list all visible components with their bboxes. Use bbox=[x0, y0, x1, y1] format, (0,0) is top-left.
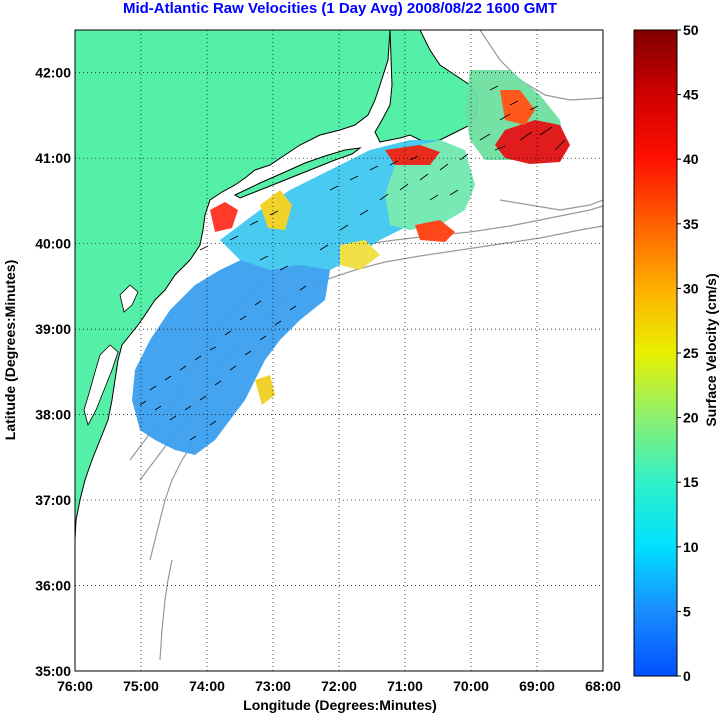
velocity-hotspot-ne2 bbox=[500, 90, 535, 125]
lon-tick-label: 76:00 bbox=[57, 678, 93, 694]
colorbar-tick-label: 10 bbox=[683, 539, 699, 555]
colorbar-tick-label: 50 bbox=[683, 22, 699, 38]
lat-tick-label: 42:00 bbox=[35, 65, 71, 81]
colorbar: 0 5 10 15 20 25 30 35 40 45 50 Surface Velocity (c… bbox=[633, 22, 719, 684]
velocity-patch-yellow2 bbox=[340, 240, 380, 270]
colorbar-tick-label: 20 bbox=[683, 410, 699, 426]
y-axis-label: Latitude (Degrees:Minutes) bbox=[2, 260, 18, 440]
land-mass bbox=[75, 30, 391, 541]
lat-tick-label: 36:00 bbox=[35, 578, 71, 594]
colorbar-label: Surface Velocity (cm/s) bbox=[703, 273, 719, 426]
lat-tick-label: 35:00 bbox=[35, 663, 71, 679]
colorbar-gradient bbox=[633, 29, 678, 677]
x-axis-label: Longitude (Degrees:Minutes) bbox=[243, 697, 437, 713]
colorbar-tick-label: 25 bbox=[683, 345, 699, 361]
velocity-vectors bbox=[139, 85, 566, 441]
velocity-patch-yellow bbox=[260, 190, 292, 230]
colorbar-tick-label: 45 bbox=[683, 87, 699, 103]
map-plot-area bbox=[75, 30, 603, 671]
velocity-patch-south bbox=[132, 235, 330, 455]
lon-tick-label: 70:00 bbox=[453, 678, 489, 694]
velocity-hotspot-ne bbox=[495, 120, 570, 164]
latitude-ticks: 35:00 36:00 37:00 38:00 39:00 40:00 41:00 42:00 bbox=[35, 65, 71, 679]
delaware-bay bbox=[119, 284, 139, 313]
grid-lines bbox=[75, 30, 603, 671]
lat-tick-label: 38:00 bbox=[35, 407, 71, 423]
colorbar-tick-label: 35 bbox=[683, 216, 699, 232]
velocity-field bbox=[132, 70, 570, 455]
lon-tick-label: 73:00 bbox=[255, 678, 291, 694]
map-title: Mid-Atlantic Raw Velocities (1 Day Avg) … bbox=[122, 0, 558, 17]
velocity-patch-yellow3 bbox=[255, 375, 275, 405]
colorbar-tick-label: 15 bbox=[683, 474, 699, 490]
longitude-ticks: 76:00 75:00 74:00 73:00 72:00 71:00 70:00 69:00… bbox=[57, 678, 621, 694]
colorbar-tick-label: 40 bbox=[683, 151, 699, 167]
lat-tick-label: 41:00 bbox=[35, 150, 71, 166]
lon-tick-label: 74:00 bbox=[189, 678, 225, 694]
lon-tick-label: 72:00 bbox=[321, 678, 357, 694]
chesapeake-bay bbox=[83, 344, 119, 427]
lon-tick-label: 69:00 bbox=[519, 678, 555, 694]
velocity-hotspot-nj bbox=[210, 202, 238, 232]
colorbar-tick-label: 0 bbox=[683, 668, 691, 684]
plot-frame bbox=[74, 29, 604, 672]
lon-tick-label: 71:00 bbox=[387, 678, 423, 694]
lat-tick-label: 39:00 bbox=[35, 321, 71, 337]
velocity-hotspot-shelf bbox=[415, 220, 455, 242]
long-island bbox=[233, 147, 362, 199]
velocity-hotspot-center bbox=[385, 145, 440, 165]
lon-tick-label: 75:00 bbox=[123, 678, 159, 694]
lat-tick-label: 37:00 bbox=[35, 492, 71, 508]
colorbar-tick-label: 5 bbox=[683, 603, 691, 619]
lon-tick-label: 68:00 bbox=[585, 678, 621, 694]
colorbar-tick-label: 30 bbox=[683, 280, 699, 296]
lat-tick-label: 40:00 bbox=[35, 236, 71, 252]
colorbar-ticks: 0 5 10 15 20 25 30 35 40 45 50 bbox=[677, 22, 699, 684]
